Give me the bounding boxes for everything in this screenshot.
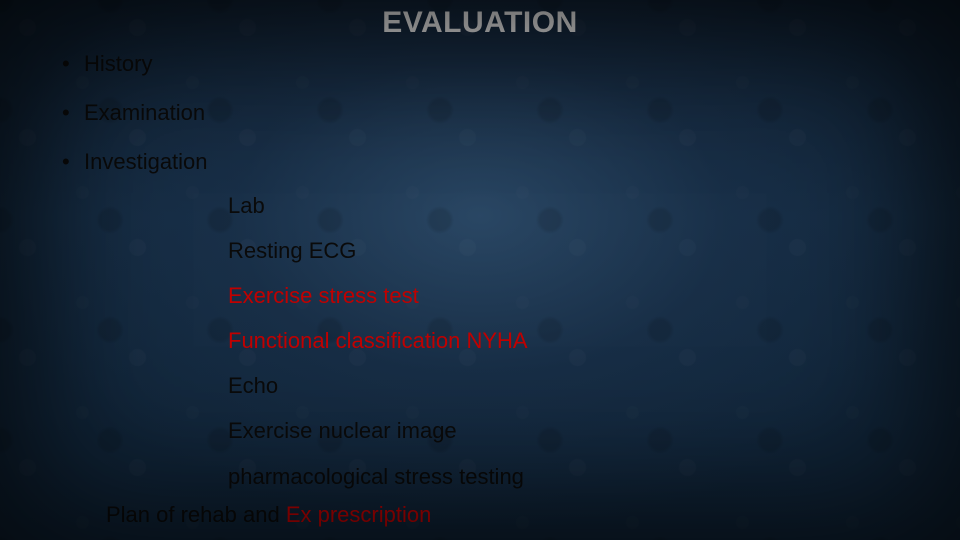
- bullet-history: History: [62, 52, 208, 75]
- bullet-examination: Examination: [62, 101, 208, 124]
- closing-prefix: Plan of rehab and: [106, 502, 286, 527]
- slide: EVALUATION History Examination Investiga…: [0, 0, 960, 540]
- main-bullet-list: History Examination Investigation: [62, 52, 208, 199]
- closing-suffix: Ex prescription: [286, 502, 432, 527]
- sub-pharmacological-stress-testing: pharmacological stress testing: [228, 465, 528, 488]
- sub-echo: Echo: [228, 374, 528, 397]
- sub-functional-classification-nyha: Functional classification NYHA: [228, 329, 528, 352]
- sub-lab: Lab: [228, 194, 528, 217]
- sub-resting-ecg: Resting ECG: [228, 239, 528, 262]
- closing-line: Plan of rehab and Ex prescription: [106, 502, 431, 528]
- slide-title: EVALUATION: [0, 6, 960, 40]
- investigation-sublist: Lab Resting ECG Exercise stress test Fun…: [228, 194, 528, 510]
- bullet-investigation: Investigation: [62, 150, 208, 173]
- sub-exercise-nuclear-image: Exercise nuclear image: [228, 419, 528, 442]
- sub-exercise-stress-test: Exercise stress test: [228, 284, 528, 307]
